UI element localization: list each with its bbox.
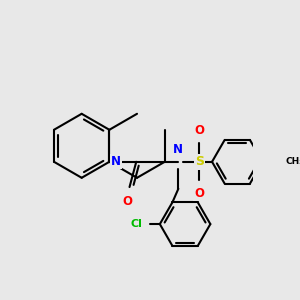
Text: N: N: [173, 143, 183, 156]
Text: N: N: [111, 155, 121, 168]
Text: Cl: Cl: [130, 219, 142, 229]
Text: O: O: [122, 196, 132, 208]
Text: S: S: [195, 155, 204, 168]
Text: CH₃: CH₃: [285, 157, 300, 166]
Text: O: O: [194, 187, 204, 200]
Text: O: O: [194, 124, 204, 136]
